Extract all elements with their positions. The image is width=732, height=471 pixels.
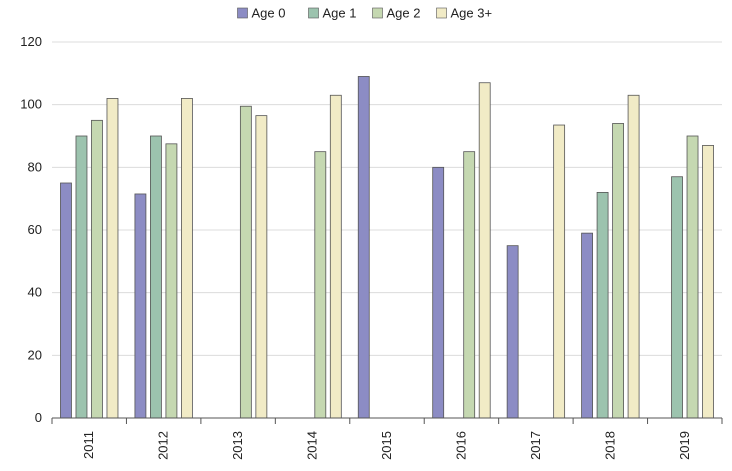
legend-label: Age 3+	[451, 6, 493, 21]
x-tick-label: 2014	[305, 431, 320, 460]
legend-swatch	[372, 7, 383, 19]
bar	[686, 135, 699, 419]
bar	[106, 98, 119, 419]
bar	[91, 119, 103, 419]
legend: Age 0 Age 1 Age 2 Age 3+	[237, 6, 493, 21]
bar	[239, 105, 252, 419]
bar	[165, 143, 178, 419]
bar	[134, 193, 147, 419]
y-tick-label: 120	[20, 34, 42, 49]
bar	[671, 176, 683, 419]
bar	[612, 123, 624, 419]
y-tick-label: 0	[35, 410, 42, 425]
bar	[463, 151, 476, 419]
x-tick-label: 2017	[528, 431, 543, 460]
bar	[478, 82, 491, 419]
x-tick-label: 2011	[81, 431, 96, 459]
bar	[432, 166, 445, 419]
bar	[506, 245, 519, 419]
y-tick-label: 80	[28, 159, 42, 174]
bar	[329, 94, 342, 419]
x-tick-label: 2016	[453, 431, 468, 460]
bar	[75, 135, 88, 419]
y-tick-label: 20	[28, 347, 42, 362]
y-tick-label: 40	[28, 285, 42, 300]
gridlines	[52, 41, 722, 356]
bar	[181, 98, 193, 419]
axes: 0 20 40 60 80 100 120 2011 2012 2013 2014 2015 2016 2…	[20, 34, 723, 460]
bar	[60, 182, 72, 419]
y-tick-label: 60	[28, 222, 42, 237]
x-tick-label: 2013	[230, 431, 245, 460]
bars	[60, 76, 714, 419]
bar	[596, 191, 609, 419]
bar	[150, 135, 162, 419]
legend-swatch	[237, 7, 248, 19]
legend-swatch	[436, 7, 447, 19]
x-tick-label: 2019	[677, 431, 692, 460]
bar	[581, 232, 593, 419]
x-tick-label: 2015	[379, 431, 394, 460]
legend-swatch	[308, 7, 319, 19]
legend-label: Age 2	[387, 6, 421, 21]
bar	[255, 115, 268, 419]
x-tick-label: 2018	[602, 431, 617, 460]
bar	[314, 151, 327, 419]
bar	[357, 76, 370, 419]
y-tick-label: 100	[20, 97, 42, 112]
bar	[702, 144, 714, 419]
bar	[627, 94, 640, 419]
bar	[553, 124, 566, 419]
legend-label: Age 0	[252, 6, 286, 21]
x-tick-label: 2012	[156, 431, 171, 460]
legend-label: Age 1	[323, 6, 357, 21]
